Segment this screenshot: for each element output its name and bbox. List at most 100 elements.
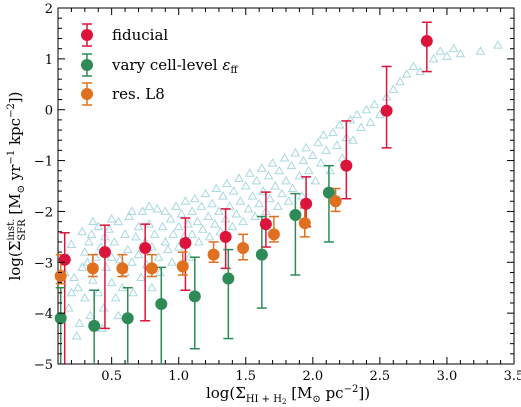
- legend-dot: [81, 29, 93, 41]
- background-triangle-point: [106, 214, 117, 223]
- background-triangle-point: [77, 262, 88, 271]
- background-triangle-point: [193, 236, 204, 246]
- background-triangle-point: [149, 229, 160, 238]
- background-triangle-point: [356, 122, 366, 132]
- background-triangle-point: [235, 196, 246, 205]
- background-triangle-point: [401, 69, 412, 78]
- background-triangle-point: [345, 114, 356, 124]
- background-triangle-point: [180, 196, 191, 205]
- legend-entry-res-l8: res. L8: [81, 82, 165, 106]
- background-triangle-point: [493, 40, 503, 49]
- x-axis-label-sub: HI + H: [246, 394, 282, 405]
- background-triangle-point: [273, 201, 283, 210]
- background-triangle-point: [71, 331, 82, 340]
- x-tick-label: 1.0: [168, 369, 189, 384]
- background-triangle-point: [173, 221, 184, 231]
- background-triangle-point: [86, 229, 97, 238]
- background-triangle-point: [332, 140, 342, 149]
- background-triangle-point: [318, 130, 329, 139]
- background-triangle-point: [79, 292, 90, 302]
- y-tick-label: −2: [34, 205, 53, 220]
- legend-label-vary: vary cell-level εff: [111, 56, 238, 76]
- background-triangle-point: [254, 198, 265, 208]
- background-triangle-point: [187, 229, 197, 238]
- legend-marker-vary: [81, 53, 93, 77]
- data-point: [188, 290, 201, 303]
- y-tick-label: 1: [45, 53, 53, 68]
- data-point: [54, 312, 67, 325]
- background-triangle-point: [128, 287, 138, 297]
- data-point: [322, 186, 335, 199]
- background-triangle-point: [290, 147, 301, 157]
- background-triangle-point: [167, 257, 177, 266]
- data-point: [139, 242, 152, 255]
- background-triangle-point: [196, 201, 207, 210]
- background-triangle-point: [110, 292, 121, 302]
- background-triangle-point: [203, 211, 214, 221]
- background-triangle-point: [106, 277, 117, 287]
- background-triangle-point: [435, 46, 446, 55]
- background-triangle-point: [171, 201, 181, 210]
- background-triangle-point: [265, 193, 275, 203]
- legend-entry-fiducial: fiducial: [81, 23, 168, 47]
- background-triangle-point: [442, 51, 452, 60]
- background-triangle-point: [475, 46, 486, 55]
- legend-dot: [81, 59, 93, 71]
- background-triangle-point: [228, 186, 239, 195]
- data-point: [267, 228, 280, 241]
- data-point: [155, 297, 168, 310]
- background-triangle-point: [113, 310, 124, 320]
- background-triangle-point: [337, 153, 348, 162]
- data-point: [176, 260, 189, 273]
- data-point: [54, 270, 67, 283]
- background-triangle-point: [361, 104, 372, 114]
- data-point: [222, 272, 235, 285]
- background-triangle-point: [388, 84, 399, 93]
- background-triangle-point: [227, 221, 238, 231]
- background-triangle-point: [297, 191, 307, 200]
- background-triangle-point: [122, 244, 133, 254]
- background-triangle-point: [126, 257, 137, 266]
- background-triangle-point: [283, 196, 294, 205]
- background-triangle-point: [98, 303, 109, 312]
- background-triangle-point: [395, 76, 405, 86]
- background-triangle-point: [168, 229, 179, 238]
- background-triangle-point: [74, 318, 85, 327]
- legend-label-fiducial: fiducial: [112, 26, 168, 44]
- y-tick-label: −1: [34, 155, 53, 170]
- background-triangle-point: [247, 191, 258, 200]
- background-triangle-point: [316, 158, 326, 167]
- background-triangle-point: [286, 160, 297, 170]
- background-triangle-point: [256, 163, 267, 172]
- background-triangle-point: [113, 216, 124, 226]
- background-triangle-point: [334, 119, 345, 129]
- background-triangle-point: [238, 216, 248, 226]
- background-triangle-point: [313, 137, 324, 147]
- legend-label-res-l8: res. L8: [112, 85, 165, 103]
- background-triangle-point: [222, 178, 232, 187]
- background-triangle-point: [160, 236, 171, 246]
- background-triangle-point: [251, 175, 262, 185]
- background-triangle-point: [218, 191, 228, 200]
- background-triangle-point: [83, 236, 94, 246]
- background-triangle-point: [82, 257, 93, 266]
- data-point: [179, 236, 192, 249]
- background-triangle-point: [63, 303, 74, 312]
- background-triangle-point: [66, 287, 77, 297]
- background-triangle-point: [101, 262, 112, 271]
- background-triangle-point: [88, 216, 98, 226]
- background-triangle-point: [267, 158, 278, 167]
- background-triangle-point: [455, 48, 466, 58]
- background-triangle-point: [93, 287, 104, 297]
- legend-marker-fiducial: [81, 23, 93, 47]
- background-triangle-point: [234, 173, 244, 182]
- background-triangle-point: [126, 206, 137, 215]
- background-triangle-point: [408, 61, 419, 70]
- background-triangle-point: [133, 249, 144, 259]
- data-point: [329, 195, 342, 208]
- x-axis-label: log(ΣHI + H2 [M⊙ pc−2]): [206, 384, 370, 406]
- background-triangle-point: [207, 198, 218, 208]
- y-tick-label: −5: [34, 358, 53, 373]
- background-triangle-point: [79, 247, 90, 256]
